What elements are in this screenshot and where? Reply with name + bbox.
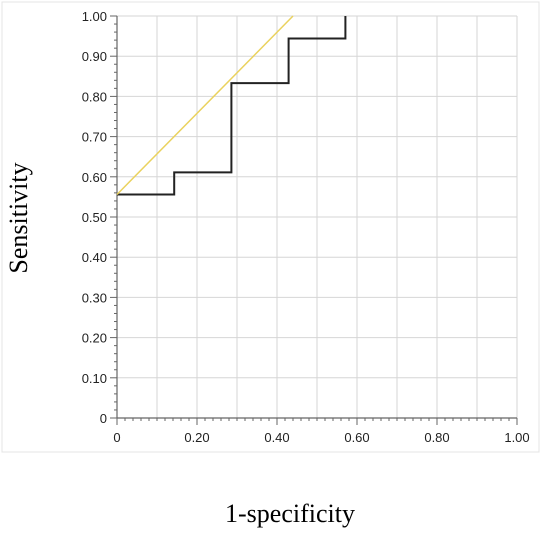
x-tick-label: 0.20: [184, 430, 209, 445]
y-tick-label: 1.00: [82, 9, 107, 24]
y-tick-label: 0.80: [82, 89, 107, 104]
reference-line: [116, 15, 294, 196]
y-tick-label: 0.90: [82, 49, 107, 64]
x-tick-label: 0: [113, 430, 120, 445]
x-axis-title: 1-specificity: [225, 499, 355, 528]
y-tick-labels: 0 0.10 0.20 0.30 0.40 0.50 0.60 0.70 0.80 0.90 1.0…: [82, 9, 107, 426]
y-tick-label: 0.50: [82, 210, 107, 225]
y-axis-title: Sensitivity: [4, 162, 33, 273]
y-tick-label: 0.20: [82, 331, 107, 346]
y-tick-label: 0.10: [82, 371, 107, 386]
grid: [117, 15, 518, 418]
x-tick-label: 0.80: [424, 430, 449, 445]
y-tick-label: 0.40: [82, 250, 107, 265]
axes: [110, 15, 518, 425]
roc-step-curve: [117, 16, 347, 196]
series-group: [116, 15, 347, 196]
x-tick-labels: 0 0.20 0.40 0.60 0.80 1.00: [113, 430, 529, 445]
y-tick-label: 0.70: [82, 130, 107, 145]
x-tick-label: 0.40: [264, 430, 289, 445]
y-tick-label: 0: [100, 411, 107, 426]
y-tick-label: 0.60: [82, 170, 107, 185]
y-tick-label: 0.30: [82, 290, 107, 305]
x-tick-label: 1.00: [504, 430, 529, 445]
x-tick-label: 0.60: [344, 430, 369, 445]
